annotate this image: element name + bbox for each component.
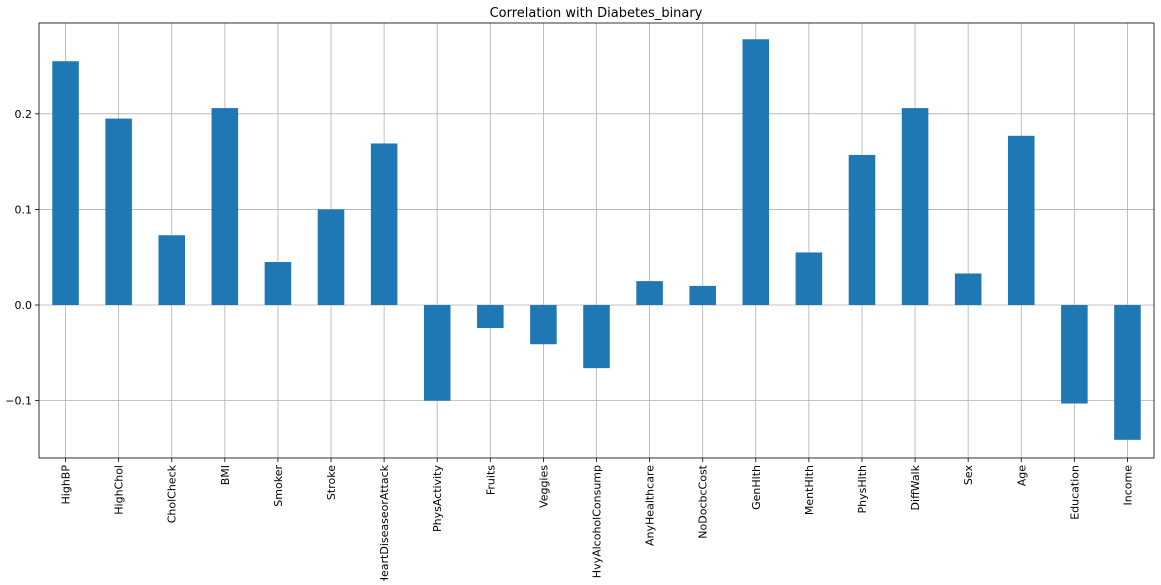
bar-age: [1007, 135, 1035, 306]
bar-diffwalk: [901, 108, 929, 306]
x-tick-label: HighChol: [113, 465, 126, 515]
x-tick-label: HeartDiseaseorAttack: [378, 464, 391, 581]
x-tick-label: Age: [1015, 465, 1028, 487]
x-tick-label: Fruits: [484, 465, 497, 495]
y-axis-ticks: −0.1 0.0 0.1 0.2: [5, 108, 39, 408]
bar-fruits: [477, 305, 504, 328]
y-tick-label: 0.0: [15, 299, 33, 312]
x-tick-label: NoDocbcCost: [697, 464, 710, 538]
x-tick-label: PhysActivity: [431, 465, 444, 532]
x-tick-label: HighBP: [60, 465, 73, 505]
bar-education: [1061, 305, 1088, 404]
x-tick-label: CholCheck: [166, 464, 179, 523]
bars: [52, 39, 1141, 440]
bar-highchol: [105, 118, 132, 306]
x-tick-label: Stroke: [325, 465, 338, 500]
x-tick-label: PhysHlth: [856, 465, 869, 513]
bar-smoker: [264, 262, 292, 306]
bar-menthlth: [795, 252, 823, 306]
bar-heartdiseaseorattack: [370, 143, 398, 306]
x-tick-label: HvyAlcoholConsump: [591, 465, 604, 578]
bar-hvyalcoholconsump: [583, 305, 610, 369]
bar-cholcheck: [158, 235, 186, 306]
x-tick-label: Income: [1121, 465, 1134, 506]
y-tick-label: 0.2: [15, 108, 33, 121]
bar-nodocbccost: [689, 285, 716, 306]
x-axis-ticks: HighBP HighChol CholCheck BMI Smoker Stroke He…: [60, 458, 1134, 585]
grid-lines: [39, 23, 1154, 458]
bar-veggies: [530, 305, 557, 345]
x-tick-label: GenHlth: [750, 465, 763, 510]
x-tick-label: DiffWalk: [909, 464, 922, 510]
bar-stroke: [317, 209, 345, 306]
bar-anyhealthcare: [636, 281, 663, 306]
bar-sex: [954, 273, 982, 306]
x-tick-label: AnyHealthcare: [644, 465, 657, 546]
y-tick-label: 0.1: [15, 203, 33, 216]
chart-title: Correlation with Diabetes_binary: [490, 6, 703, 21]
bar-physactivity: [423, 305, 451, 401]
bar-income: [1114, 305, 1141, 440]
bar-genhlth: [742, 39, 770, 306]
bar-bmi: [211, 108, 239, 306]
bar-physhlth: [848, 154, 876, 306]
x-tick-label: MentHlth: [803, 465, 816, 515]
y-tick-label: −0.1: [5, 395, 32, 408]
x-tick-label: Veggies: [537, 465, 550, 508]
x-tick-label: Sex: [962, 465, 975, 486]
x-tick-label: Education: [1068, 465, 1081, 520]
x-tick-label: Smoker: [272, 465, 285, 507]
x-tick-label: BMI: [219, 465, 232, 485]
bar-highbp: [52, 61, 79, 306]
